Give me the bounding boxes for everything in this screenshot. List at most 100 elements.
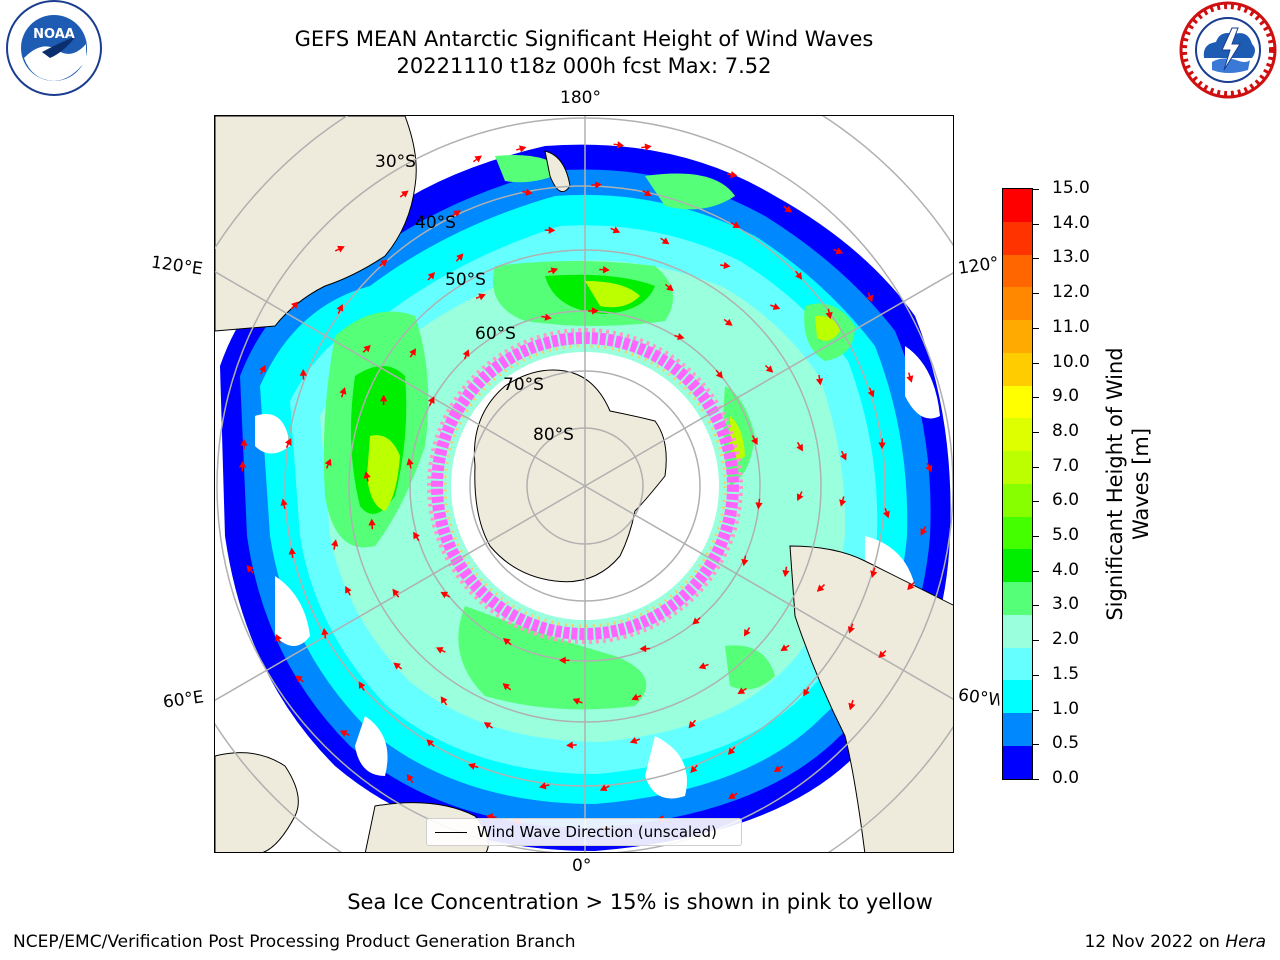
wind-wave-arrowhead <box>728 792 736 800</box>
lat-label-50s: 50°S <box>445 270 486 290</box>
wind-wave-arrowhead <box>435 647 444 654</box>
legend-label: Wind Wave Direction (unscaled) <box>477 823 717 841</box>
wind-wave-arrowhead <box>440 696 448 704</box>
wind-wave-arrowhead <box>795 272 803 280</box>
lon-label-120w: 120° <box>956 253 1001 279</box>
wind-wave-arrowhead <box>780 644 788 652</box>
wind-wave-arrowhead <box>550 267 559 275</box>
wind-wave-arrowhead <box>751 437 758 445</box>
colorbar-tick-label: 14.0 <box>1052 212 1090 233</box>
wind-wave-arrowhead <box>413 531 420 540</box>
wind-wave-arrowhead <box>339 730 348 737</box>
footer-date: 12 Nov 2022 on Hera <box>1084 932 1266 952</box>
wind-wave-arrowhead <box>363 345 371 353</box>
wind-wave-arrowhead <box>631 693 639 701</box>
colorbar-segment <box>1003 320 1032 353</box>
wind-wave-arrowhead <box>392 588 400 597</box>
wind-wave-arrowhead <box>755 502 763 510</box>
polar-map: 30°S 40°S 50°S 60°S 70°S 80°S <box>214 115 954 853</box>
graticule <box>215 116 953 852</box>
colorbar-tick <box>1033 362 1039 364</box>
colorbar-tick <box>1033 258 1039 260</box>
colorbar-tick-label: 7.0 <box>1052 455 1080 476</box>
wind-wave-arrowhead <box>644 143 652 151</box>
wind-wave-arrowhead <box>840 452 847 461</box>
footer-credit: NCEP/EMC/Verification Post Processing Pr… <box>13 932 576 952</box>
wind-wave-arrowhead <box>725 318 733 326</box>
colorbar-tick-label: 10.0 <box>1052 351 1090 372</box>
wind-wave-arrowhead <box>478 293 486 301</box>
wind-wave-arrowhead <box>743 628 751 637</box>
colorbar-tick-label: 5.0 <box>1052 525 1080 546</box>
wind-wave-arrowhead <box>426 739 434 747</box>
lon-label-0: 0° <box>572 856 592 876</box>
lon-label-60w: 60°W <box>956 685 1002 711</box>
colorbar-tick-label: 4.0 <box>1052 559 1080 580</box>
wind-wave-arrowhead <box>784 205 793 213</box>
wind-wave-arrowhead <box>566 741 574 749</box>
wind-wave-arrowhead <box>324 458 332 467</box>
colorbar-segment <box>1003 680 1032 714</box>
noaa-logo-icon: NOAA <box>6 0 102 96</box>
wind-wave-arrowhead <box>688 720 696 729</box>
colorbar-segment <box>1003 189 1032 222</box>
wind-wave-arrowhead <box>525 188 533 196</box>
wind-wave-arrowhead <box>368 518 376 526</box>
wind-wave-arrowhead <box>406 458 414 466</box>
wind-wave-arrowhead <box>456 253 464 261</box>
colorbar-tick <box>1033 744 1039 746</box>
legend-line-icon <box>435 832 467 833</box>
wind-wave-arrowhead <box>825 311 833 320</box>
wind-wave-arrowhead <box>906 375 914 383</box>
wind-wave-arrowhead <box>502 683 510 691</box>
colorbar-tick <box>1033 709 1039 711</box>
wind-wave-arrowhead <box>462 349 470 357</box>
colorbar-tick <box>1033 431 1039 433</box>
wind-wave-arrowhead <box>796 493 804 501</box>
wind-wave-arrowhead <box>468 762 476 770</box>
wind-wave-arrowhead <box>393 662 401 670</box>
wind-wave-arrowhead <box>741 558 749 567</box>
colorbar-tick <box>1033 293 1039 295</box>
wind-wave-arrowhead <box>737 687 746 694</box>
wind-wave-arrowhead <box>299 368 308 376</box>
lat-label-80s: 80°S <box>533 425 574 445</box>
wind-wave-arrowhead <box>765 365 774 373</box>
wind-wave-arrowhead <box>602 266 610 274</box>
wind-wave-arrowhead <box>847 626 855 634</box>
wind-wave-arrowhead <box>839 499 847 507</box>
wind-wave-arrowhead <box>539 782 547 790</box>
colorbar-tick-label: 0.5 <box>1052 733 1080 754</box>
wind-wave-arrowhead <box>643 189 652 197</box>
wind-wave-arrowhead <box>815 378 824 386</box>
colorbar-segment <box>1003 418 1032 452</box>
wind-wave-arrowhead <box>380 394 388 402</box>
wind-wave-arrowhead <box>453 210 461 217</box>
wind-wave-arrowhead <box>920 528 928 536</box>
nws-logo-icon <box>1179 1 1277 99</box>
wind-wave-arrowhead <box>690 765 698 774</box>
lat-label-70s: 70°S <box>503 375 544 395</box>
wind-wave-arrowhead <box>732 221 741 228</box>
colorbar-tick <box>1033 536 1039 538</box>
colorbar-segment <box>1003 385 1032 419</box>
colorbar-tick-label: 12.0 <box>1052 282 1090 303</box>
colorbar-segment <box>1003 254 1032 288</box>
colorbar-segment <box>1003 221 1032 255</box>
wind-wave-arrowhead <box>666 284 674 292</box>
colorbar-tick <box>1033 570 1039 572</box>
colorbar-segment <box>1003 647 1032 681</box>
wind-wave-arrowhead <box>907 582 915 591</box>
colorbar-tick-label: 2.0 <box>1052 629 1080 650</box>
colorbar-tick <box>1033 640 1039 642</box>
wind-wave-arrowhead <box>548 226 556 234</box>
wind-wave-arrowhead <box>291 301 299 309</box>
sea-ice-note: Sea Ice Concentration > 15% is shown in … <box>347 890 933 914</box>
colorbar-tick <box>1033 327 1039 329</box>
wind-wave-arrowhead <box>288 547 296 555</box>
colorbar-tick <box>1033 466 1039 468</box>
wind-wave-arrowhead <box>483 722 492 729</box>
wind-wave-arrowhead <box>692 617 700 625</box>
wind-wave-arrowhead <box>331 539 339 547</box>
footer-machine: Hera <box>1225 932 1266 952</box>
